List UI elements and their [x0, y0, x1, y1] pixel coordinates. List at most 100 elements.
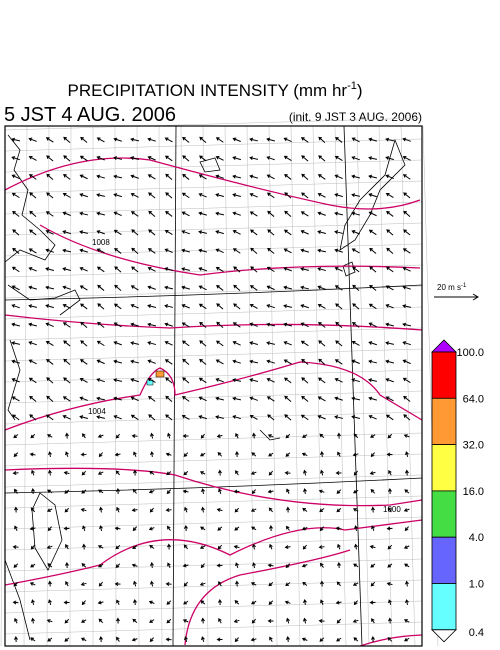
wind-arrow: [300, 137, 309, 143]
wind-arrow: [266, 192, 275, 199]
wind-arrow: [302, 581, 308, 586]
wind-arrow: [215, 359, 224, 365]
wind-arrow: [284, 414, 292, 421]
wind-arrow: [336, 618, 342, 624]
wind-arrow: [403, 545, 410, 549]
wind-arrow: [232, 378, 242, 383]
wind-arrow: [132, 545, 138, 550]
wind-arrow: [113, 211, 122, 217]
wind-arrow: [97, 600, 104, 605]
wind-arrow: [167, 562, 171, 568]
wind-arrow: [131, 508, 138, 512]
wind-arrow: [252, 562, 256, 569]
wind-arrow: [184, 525, 188, 532]
wind-arrow: [267, 619, 274, 623]
wind-arrow: [370, 581, 376, 587]
wind-arrow: [285, 563, 291, 569]
wind-arrow: [371, 506, 375, 513]
wind-arrow: [165, 414, 173, 421]
isobar: [4, 157, 421, 210]
wind-arrow: [319, 433, 325, 439]
wind-arrow: [266, 137, 276, 142]
wind-arrow: [215, 155, 224, 161]
wind-arrow: [249, 137, 259, 142]
wind-arrow: [150, 451, 154, 458]
wind-arrow: [116, 488, 120, 495]
wind-arrow: [147, 285, 156, 290]
wind-arrow: [148, 526, 155, 531]
wind-arrow: [12, 471, 19, 475]
wind-arrow: [114, 247, 122, 254]
wind-arrow: [147, 377, 156, 383]
wind-arrow: [234, 600, 240, 605]
wind-arrow: [184, 636, 188, 643]
wind-arrow: [215, 378, 224, 383]
wind-arrow: [301, 452, 308, 457]
wind-arrow: [147, 322, 157, 327]
wind-arrow: [368, 378, 378, 383]
island: [342, 261, 356, 277]
wind-arrow: [351, 211, 360, 216]
wind-arrow: [183, 470, 189, 476]
grid-line: [312, 125, 324, 647]
wind-arrow: [283, 285, 292, 290]
wind-arrow: [266, 359, 275, 364]
wind-arrow: [65, 432, 69, 439]
wind-arrow: [283, 359, 292, 365]
wind-arrow: [318, 545, 325, 549]
wind-arrow: [301, 192, 309, 199]
wind-arrow: [215, 174, 224, 179]
wind-arrow: [116, 636, 120, 642]
wind-arrow: [385, 396, 394, 402]
wind-arrow: [218, 599, 222, 606]
wind-arrow: [249, 303, 258, 309]
wind-arrow: [368, 322, 377, 328]
wind-arrow: [81, 489, 87, 494]
wind-arrow: [65, 544, 69, 550]
wind-arrow: [352, 266, 360, 273]
wind-arrow: [82, 543, 86, 550]
wind-arrow: [99, 525, 103, 532]
wind-arrow: [46, 434, 53, 438]
wind-arrow: [97, 434, 104, 438]
wind-arrow: [130, 211, 139, 217]
wind-arrow: [353, 563, 359, 568]
wind-arrow: [232, 359, 241, 364]
wind-arrow: [249, 285, 258, 291]
valid-time: 5 JST 4 AUG. 2006: [4, 104, 176, 126]
wind-arrow: [198, 303, 207, 310]
wind-arrow: [385, 304, 394, 309]
wind-arrow: [116, 617, 120, 624]
wind-arrow: [301, 526, 308, 531]
wind-arrow: [317, 230, 326, 234]
wind-arrow: [11, 137, 21, 142]
wind-arrow: [286, 617, 290, 624]
reference-arrow: [434, 293, 479, 301]
wind-arrow: [11, 285, 20, 291]
wind-arrow: [181, 285, 190, 290]
wind-arrow: [96, 340, 105, 347]
wind-arrow: [353, 637, 359, 642]
wind-arrow: [198, 285, 207, 291]
wind-arrow: [371, 618, 375, 624]
wind-arrow: [96, 211, 106, 216]
wind-arrow: [235, 451, 239, 458]
wind-arrow: [79, 174, 88, 180]
wind-arrow: [266, 378, 275, 383]
wind-arrow: [182, 377, 190, 384]
wind-arrow: [351, 156, 360, 161]
wind-arrow: [335, 471, 342, 475]
wind-arrow: [266, 304, 275, 309]
wind-arrow: [320, 469, 324, 476]
wind-arrow: [216, 637, 223, 642]
wind-arrow: [31, 488, 35, 495]
wind-arrow: [182, 396, 190, 402]
wind-arrow: [385, 341, 395, 346]
wind-arrow: [216, 434, 223, 438]
wind-arrow: [284, 192, 292, 199]
wind-arrow: [63, 377, 71, 384]
wind-arrow: [217, 544, 223, 550]
wind-arrow: [302, 544, 307, 550]
wind-arrow: [182, 173, 190, 180]
wind-arrow: [402, 285, 411, 290]
